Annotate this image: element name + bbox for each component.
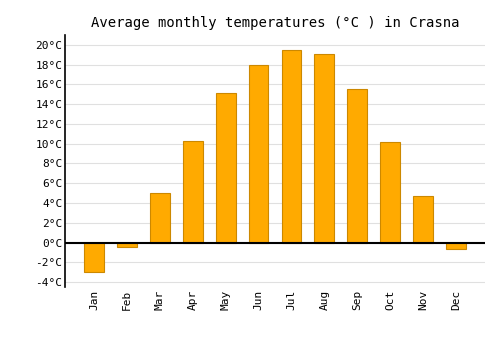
Bar <box>380 142 400 243</box>
Bar <box>117 243 137 247</box>
Bar <box>84 243 104 272</box>
Bar <box>216 93 236 243</box>
Title: Average monthly temperatures (°C ) in Crasna: Average monthly temperatures (°C ) in Cr… <box>91 16 459 30</box>
Bar <box>282 50 302 243</box>
Bar <box>183 141 203 243</box>
Bar <box>446 243 466 250</box>
Bar <box>150 193 170 243</box>
Bar <box>413 196 433 243</box>
Bar <box>348 89 367 243</box>
Bar <box>314 54 334 243</box>
Bar <box>248 65 268 243</box>
